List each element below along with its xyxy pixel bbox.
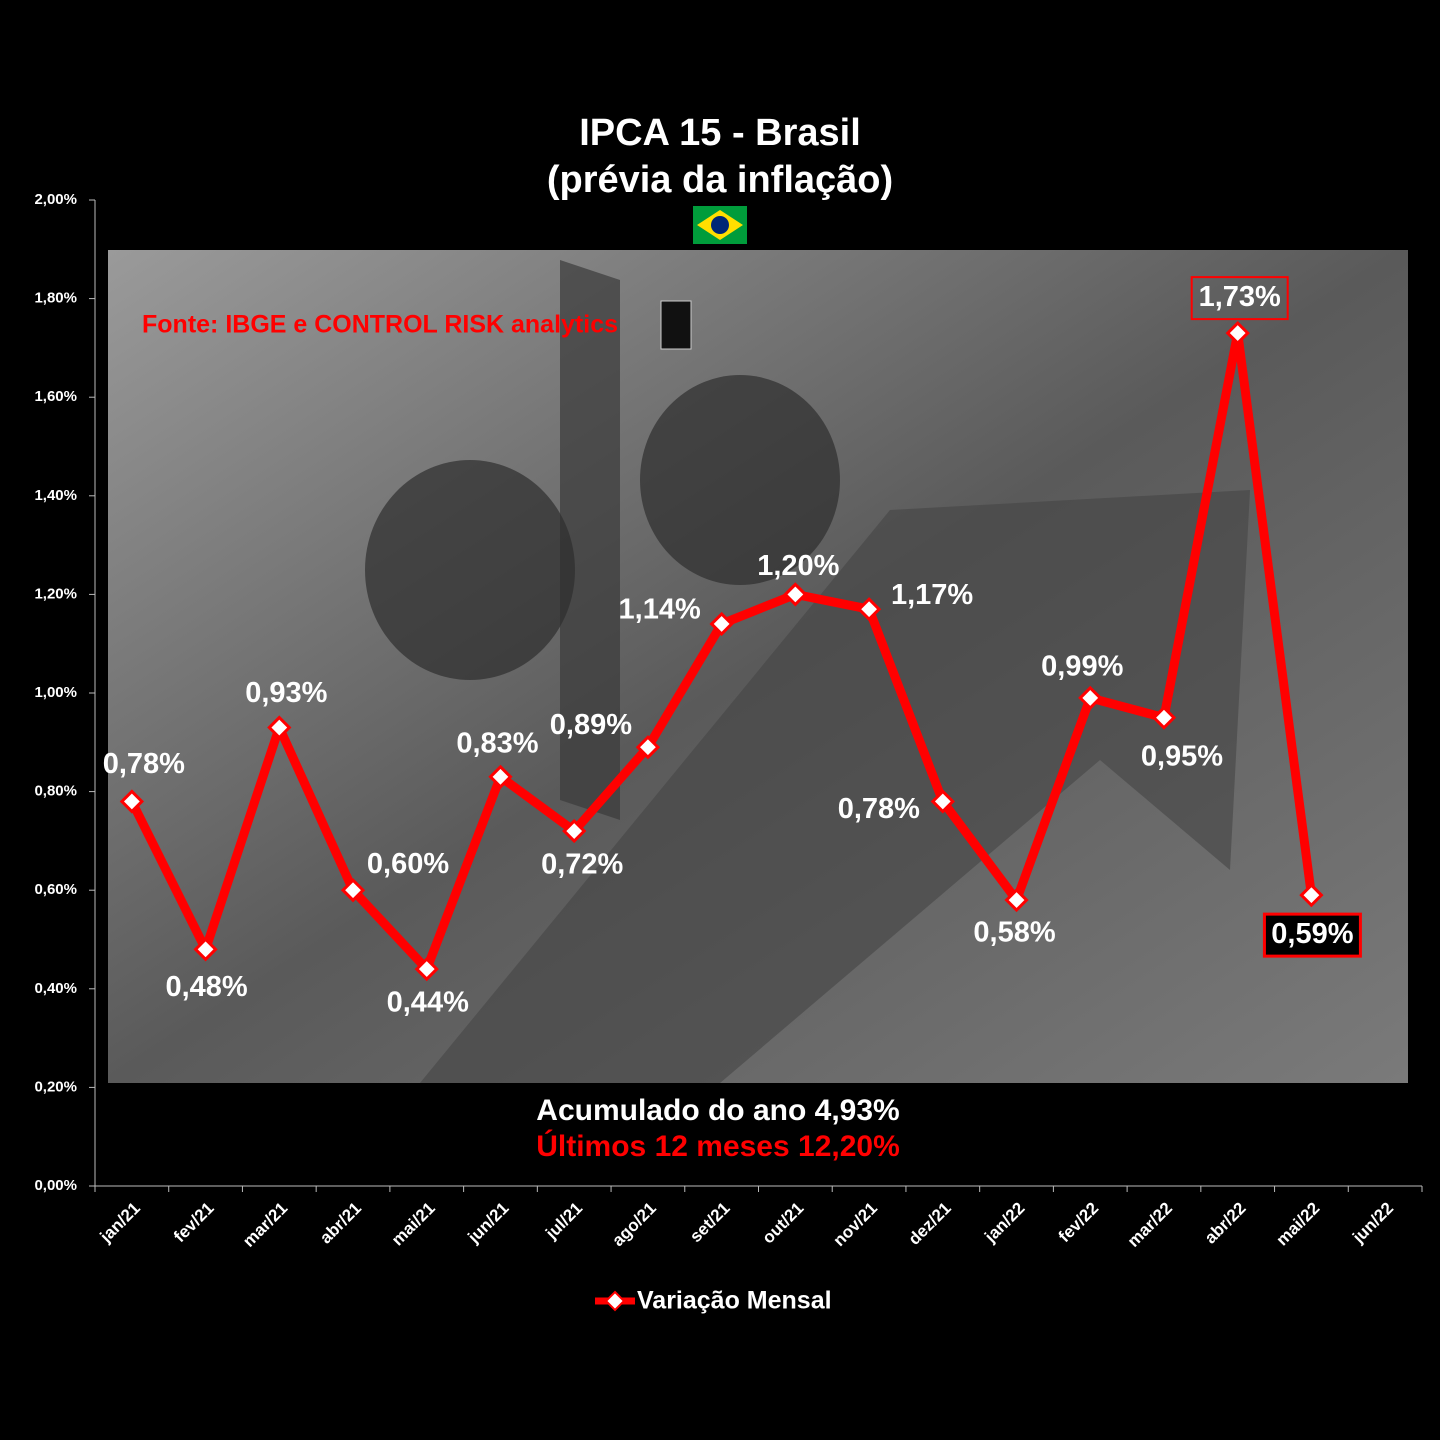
y-tick-label: 1,60% — [34, 388, 77, 405]
marker — [709, 611, 734, 637]
flag — [693, 206, 747, 244]
marker — [930, 789, 955, 814]
logo — [660, 300, 692, 350]
y-tick-label: 1,80% — [34, 290, 77, 307]
decoration — [420, 490, 1250, 1083]
annotation: Últimos 12 meses 12,20% — [536, 1129, 900, 1163]
marker — [119, 789, 144, 814]
marker — [1151, 705, 1177, 730]
marker — [635, 735, 661, 760]
data-label: 0,99% — [1041, 651, 1123, 683]
y-tick-label: 0,40% — [34, 980, 77, 997]
marker — [488, 764, 513, 789]
chart-subtitle: (prévia da inflação) — [547, 159, 893, 201]
marker — [1299, 883, 1324, 908]
y-tick-label: 0,20% — [34, 1078, 77, 1095]
marker — [267, 715, 292, 740]
marker — [562, 818, 587, 844]
marker — [340, 878, 366, 903]
data-label: 0,95% — [1141, 740, 1223, 772]
marker — [783, 582, 808, 607]
y-tick-label: 0,60% — [34, 881, 77, 898]
source-note: Fonte: IBGE e CONTROL RISK analytics — [142, 311, 618, 339]
data-label: 1,73% — [1199, 281, 1281, 313]
data-label: 0,78% — [838, 793, 920, 825]
data-label: 0,48% — [165, 971, 247, 1003]
data-label: 0,83% — [456, 727, 538, 759]
data-label: 0,59% — [1271, 918, 1353, 950]
y-tick-label: 1,40% — [34, 487, 77, 504]
data-label: 1,14% — [619, 594, 701, 626]
data-label: 0,89% — [550, 709, 632, 741]
y-tick-label: 1,00% — [34, 684, 77, 701]
chart-title: IPCA 15 - Brasil — [579, 112, 861, 154]
decoration — [560, 260, 620, 820]
marker — [193, 937, 218, 962]
legend-label: Variação Mensal — [637, 1287, 832, 1315]
y-tick-label: 0,80% — [34, 783, 77, 800]
data-label: 0,78% — [103, 748, 185, 780]
data-label: 0,58% — [973, 917, 1055, 949]
y-tick-label: 0,00% — [34, 1177, 77, 1194]
decoration — [640, 375, 840, 585]
marker — [1078, 685, 1103, 711]
data-label: 1,20% — [757, 550, 839, 582]
label-box — [1262, 912, 1362, 958]
marker — [414, 956, 439, 982]
data-label: 0,93% — [245, 677, 327, 709]
legend-marker — [604, 1290, 626, 1312]
data-label: 0,72% — [541, 849, 623, 881]
annotation: Acumulado do ano 4,93% — [536, 1094, 899, 1127]
y-tick-label: 2,00% — [34, 191, 77, 208]
label-box — [1190, 276, 1289, 321]
data-label: 1,17% — [891, 579, 973, 611]
marker — [1225, 320, 1250, 346]
data-label: 0,44% — [387, 987, 469, 1019]
marker — [1004, 887, 1029, 913]
data-label: 0,60% — [367, 848, 449, 880]
y-tick-label: 1,20% — [34, 585, 77, 602]
decoration — [365, 460, 575, 680]
marker — [856, 597, 882, 622]
